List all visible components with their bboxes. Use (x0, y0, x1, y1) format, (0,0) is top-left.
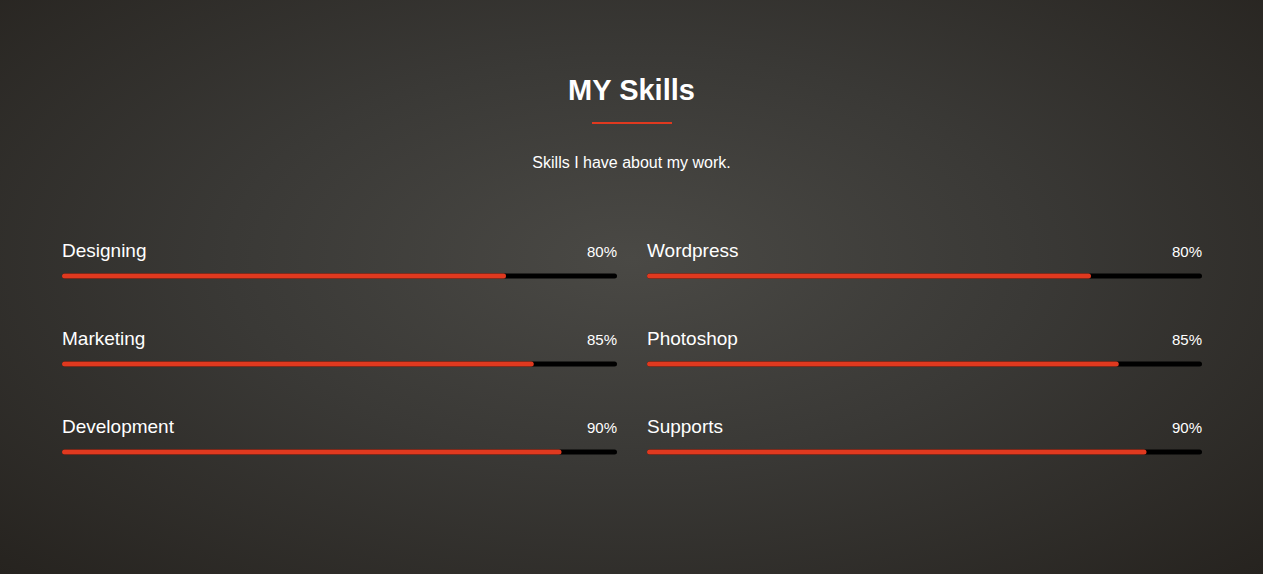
svg-text:80%: 80% (587, 243, 617, 260)
svg-text:90%: 90% (587, 419, 617, 436)
svg-text:Marketing: Marketing (62, 328, 145, 349)
svg-text:Photoshop: Photoshop (647, 328, 738, 349)
svg-text:Designing: Designing (62, 240, 147, 261)
svg-text:Supports: Supports (647, 416, 723, 437)
svg-text:Skills I have about my work.: Skills I have about my work. (532, 154, 730, 171)
svg-text:Development: Development (62, 416, 175, 437)
svg-text:85%: 85% (1172, 331, 1202, 348)
svg-text:Wordpress: Wordpress (647, 240, 739, 261)
svg-text:85%: 85% (587, 331, 617, 348)
svg-text:90%: 90% (1172, 419, 1202, 436)
svg-text:MY Skills: MY Skills (568, 74, 695, 106)
svg-text:80%: 80% (1172, 243, 1202, 260)
